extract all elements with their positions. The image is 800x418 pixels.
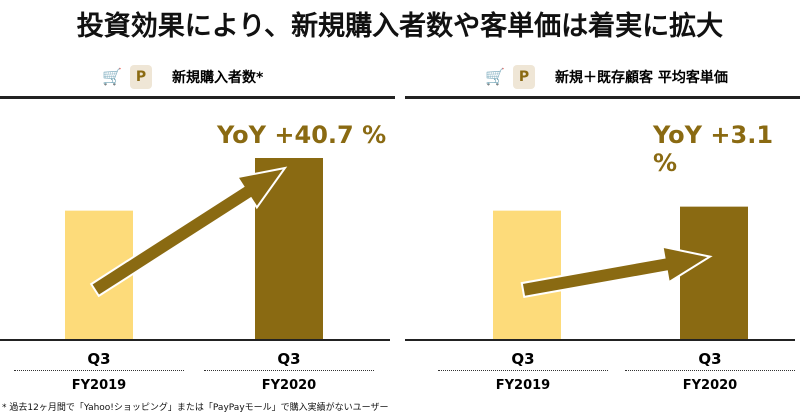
- panel-new-buyers: 🛒 P 新規購入者数* YoY +40.7 % Q3 Q3 FY2019 FY2…: [0, 58, 395, 398]
- panel-header: 🛒 P 新規購入者数*: [0, 58, 395, 99]
- x-tick-quarter: Q3: [277, 350, 301, 368]
- footnote: * 過去12ヶ月間で「Yahoo!ショッピング」または「PayPayモール」で購…: [2, 403, 389, 413]
- chart-title: 新規＋既存顧客 平均客単価: [555, 70, 728, 86]
- bar-fy2019: [493, 210, 561, 340]
- panel-header: 🛒 P 新規＋既存顧客 平均客単価: [405, 58, 800, 99]
- service-icons: 🛒 P: [485, 65, 535, 89]
- x-tick-quarter: Q3: [511, 350, 535, 368]
- x-tick-year: FY2019: [71, 378, 127, 393]
- page-title: 投資効果により、新規購入者数や客単価は着実に拡大: [76, 11, 724, 42]
- chart-title: 新規購入者数*: [172, 70, 264, 86]
- chart-1: [405, 206, 795, 341]
- shopping-cart-icon: 🛒: [102, 67, 122, 86]
- bar-fy2020: [680, 206, 748, 340]
- divider: [14, 370, 184, 371]
- growth-arrow: [520, 245, 713, 299]
- paypay-mall-bag-icon: P: [130, 65, 152, 89]
- divider: [204, 370, 374, 371]
- service-icons: 🛒 P: [102, 65, 152, 89]
- x-tick-quarter: Q3: [87, 350, 111, 368]
- x-tick-year: FY2020: [682, 378, 738, 393]
- x-tick-year: FY2020: [261, 378, 317, 393]
- panel-avg-spend: 🛒 P 新規＋既存顧客 平均客単価 YoY +3.1 % Q3 Q3 FY201…: [405, 58, 800, 398]
- divider: [438, 370, 608, 371]
- x-tick-quarter: Q3: [698, 350, 722, 368]
- divider: [625, 370, 795, 371]
- paypay-mall-bag-icon: P: [513, 65, 535, 89]
- chart-0: [0, 158, 390, 341]
- shopping-cart-icon: 🛒: [485, 67, 505, 86]
- yoy-annotation: YoY +40.7 %: [217, 121, 387, 149]
- growth-arrow: [89, 166, 288, 298]
- x-tick-year: FY2019: [495, 378, 551, 393]
- yoy-annotation: YoY +3.1 %: [653, 121, 774, 177]
